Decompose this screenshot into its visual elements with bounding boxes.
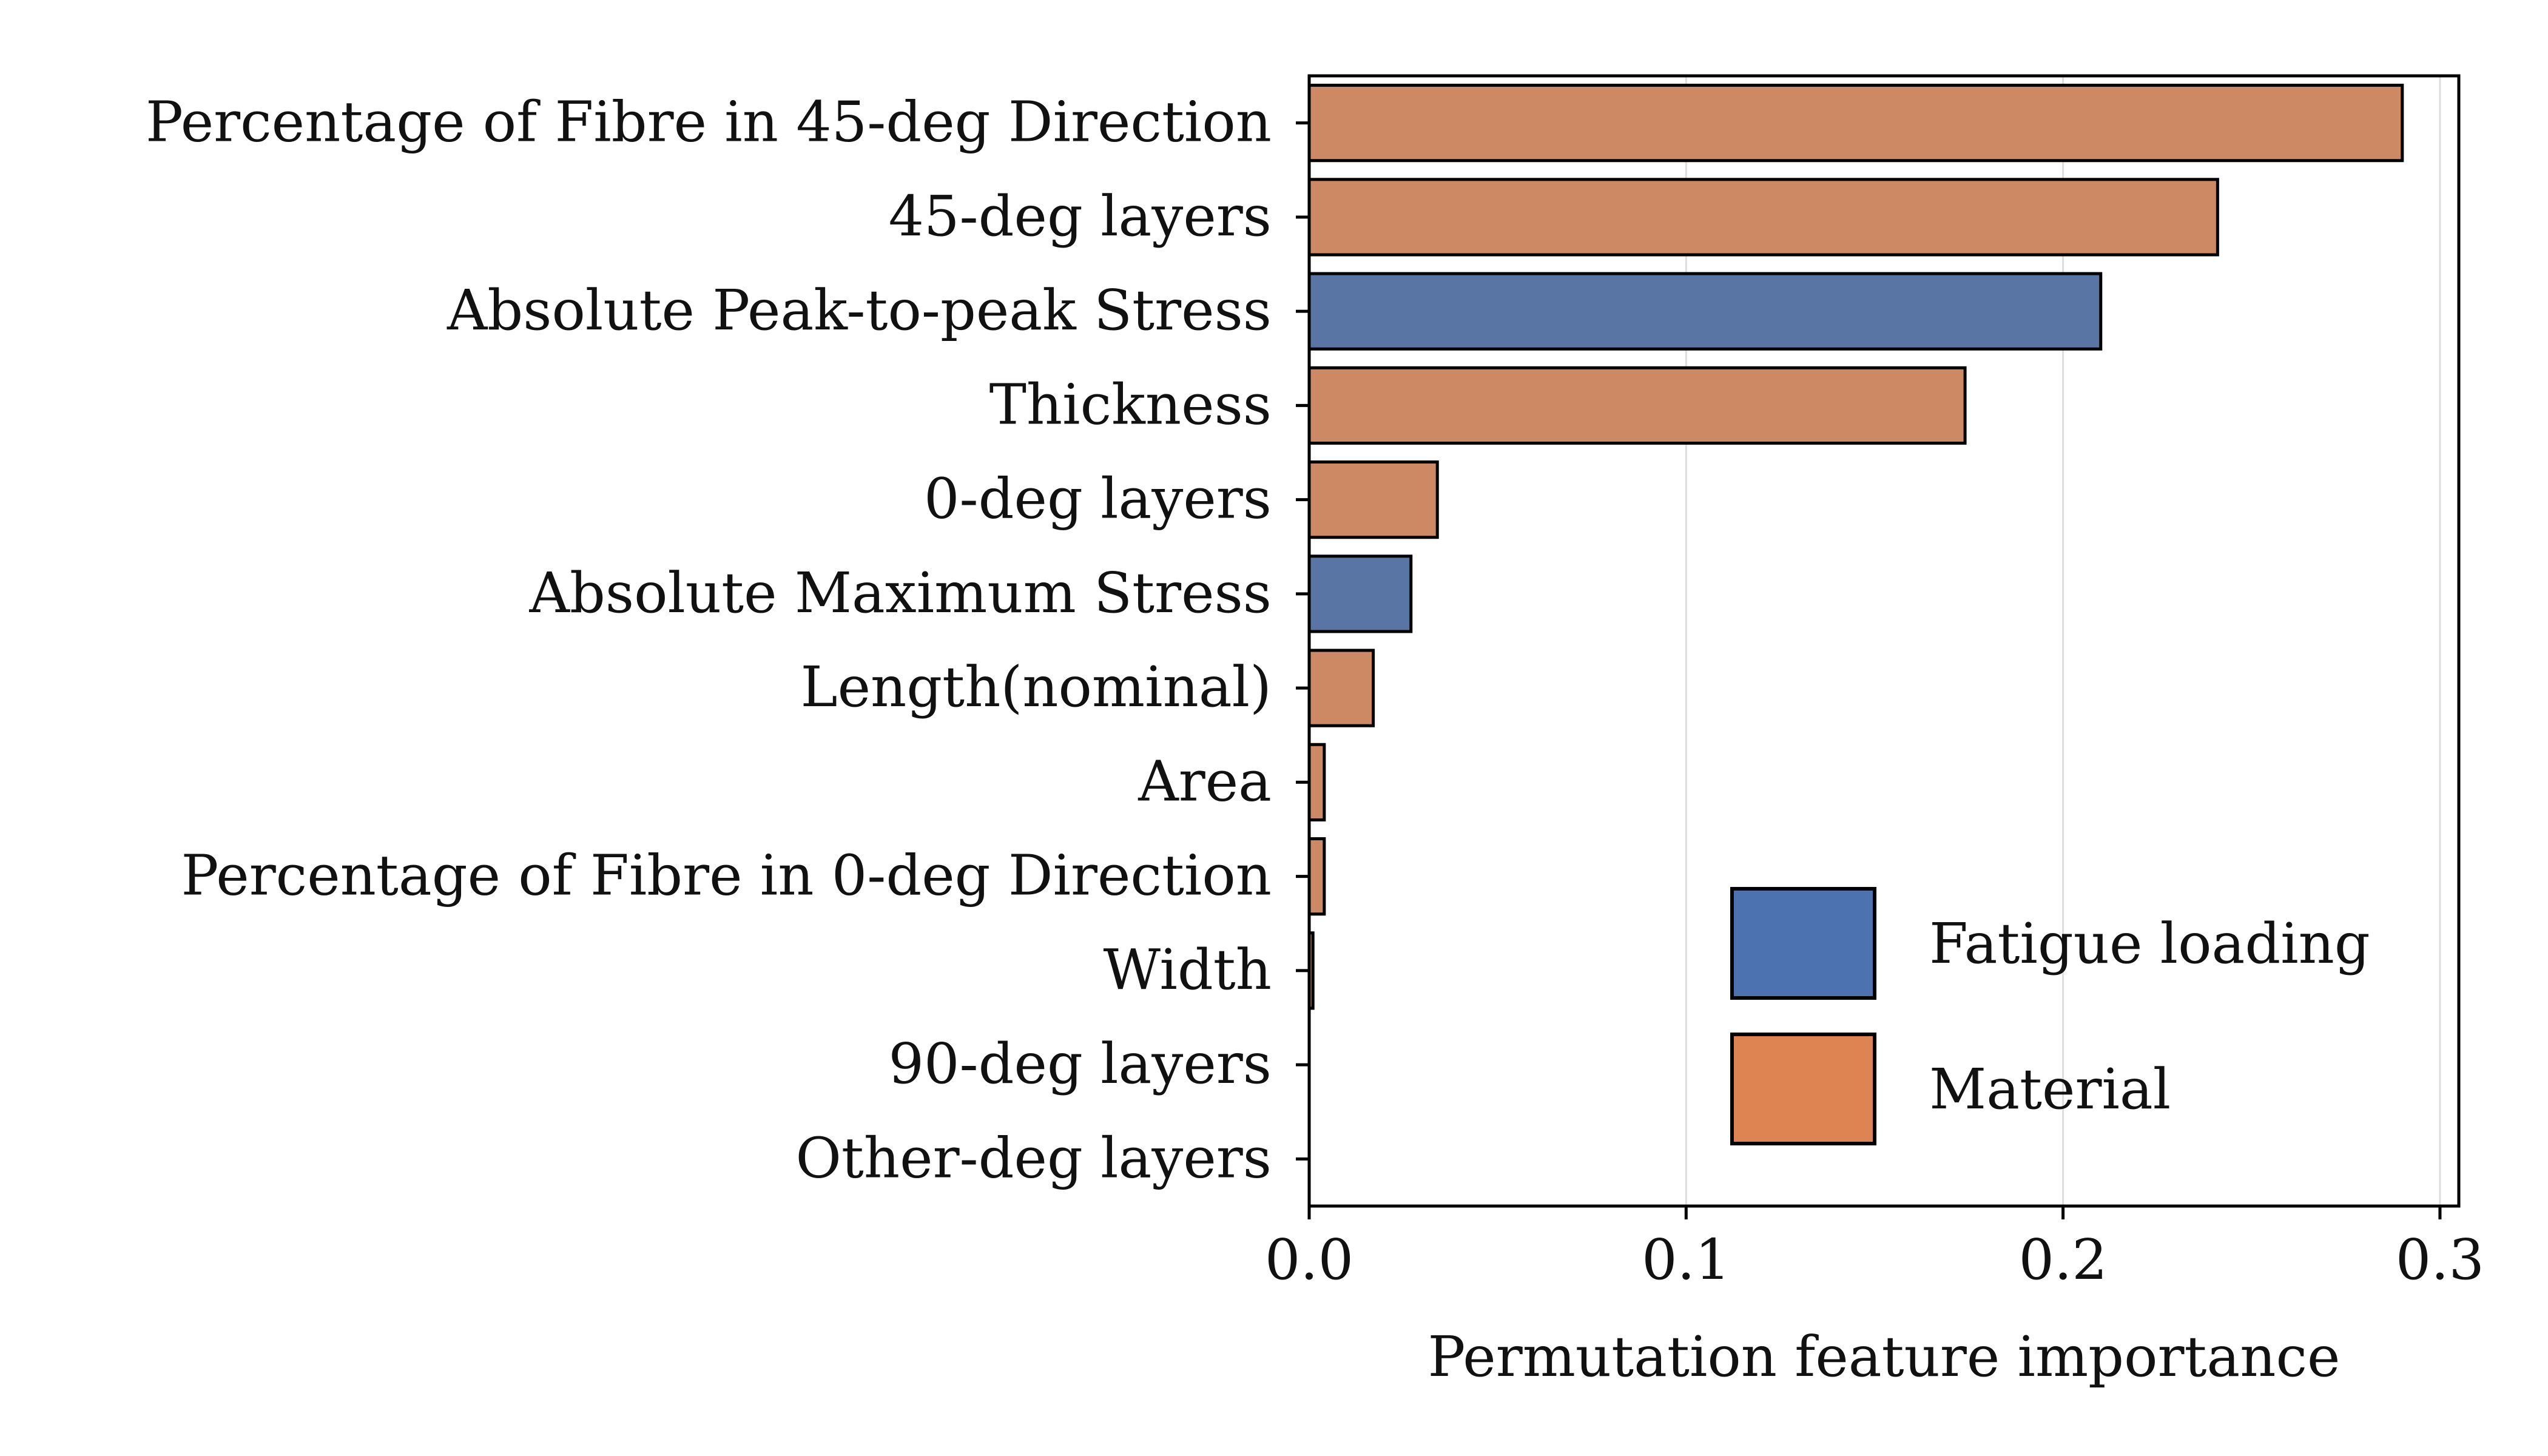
bar [1309, 368, 1965, 443]
bar [1309, 556, 1411, 632]
bar [1309, 180, 2217, 255]
bar [1309, 839, 1324, 914]
y-tick-label: Width [1104, 937, 1272, 1002]
bars [1309, 86, 2402, 1008]
legend: Fatigue loading Material [1732, 889, 2370, 1144]
y-tick-label: Percentage of Fibre in 45-deg Direction [146, 90, 1272, 155]
bar [1309, 462, 1437, 538]
y-axis-ticks: Percentage of Fibre in 45-deg Direction 4… [146, 90, 1309, 1191]
y-tick-label: 0-deg layers [924, 467, 1272, 531]
y-tick-label: Percentage of Fibre in 0-deg Direction [181, 843, 1272, 908]
x-tick-label: 0.2 [2018, 1227, 2107, 1292]
x-tick-label: 0.0 [1265, 1227, 1353, 1292]
x-tick-label: 0.1 [1642, 1227, 1730, 1292]
legend-swatch [1732, 1034, 1875, 1144]
legend-label: Fatigue loading [1929, 911, 2370, 976]
y-tick-label: Absolute Maximum Stress [529, 561, 1272, 625]
y-tick-label: Area [1138, 749, 1272, 814]
legend-swatch [1732, 889, 1875, 998]
y-tick-label: Length(nominal) [800, 655, 1272, 720]
x-tick-label: 0.3 [2396, 1227, 2484, 1292]
bar [1309, 744, 1324, 820]
y-tick-label: Thickness [989, 372, 1272, 437]
x-axis-label: Permutation feature importance [1428, 1324, 2341, 1389]
bar [1309, 274, 2101, 349]
y-tick-label: Other-deg layers [795, 1125, 1272, 1190]
bar [1309, 86, 2402, 161]
bar [1309, 650, 1373, 726]
x-axis-ticks: 0.0 0.1 0.2 0.3 [1265, 1206, 2484, 1292]
y-tick-label: Absolute Peak-to-peak Stress [447, 278, 1272, 343]
legend-label: Material [1929, 1057, 2171, 1122]
y-tick-label: 90-deg layers [888, 1031, 1272, 1096]
y-tick-label: 45-deg layers [888, 184, 1272, 249]
